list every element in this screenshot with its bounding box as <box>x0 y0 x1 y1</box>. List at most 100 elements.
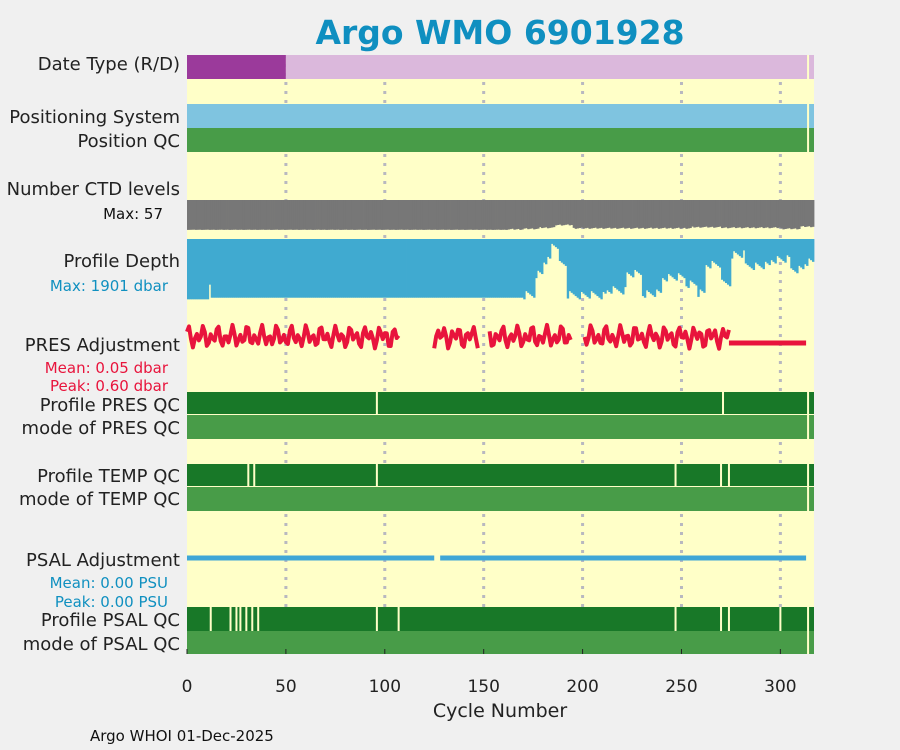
profile-temp-qc-break <box>720 464 723 486</box>
profile-depth-bar <box>493 239 496 298</box>
ctd-levels-bar <box>572 200 576 228</box>
ctd-levels-bar <box>798 200 801 229</box>
profile-pres-qc-label: Profile PRES QC <box>40 395 180 416</box>
ctd-levels-bar <box>588 200 591 229</box>
profile-depth-bar <box>632 239 635 278</box>
ctd-levels-bar <box>406 200 409 230</box>
profile-depth-bar <box>335 239 338 298</box>
ctd-levels-bar <box>683 200 686 228</box>
ctd-levels-bar <box>303 200 307 230</box>
ctd-levels-bar <box>717 200 720 227</box>
x-tick-label: 100 <box>369 677 401 697</box>
position-qc-label: Position QC <box>77 131 180 152</box>
ctd-levels-bar <box>461 200 465 230</box>
ctd-levels-bar <box>376 200 380 230</box>
profile-depth-bar <box>365 239 368 298</box>
date-type-break <box>807 55 810 79</box>
ctd-levels-bar <box>604 200 607 229</box>
ctd-levels-bar <box>552 200 556 228</box>
ctd-levels-bar <box>543 200 546 228</box>
profile-depth-bar <box>347 239 350 298</box>
profile-depth-bar <box>798 239 801 266</box>
ctd-levels-bar <box>513 200 516 230</box>
ctd-levels-bar <box>736 200 740 228</box>
ctd-levels-bar <box>299 200 303 230</box>
ctd-levels-bar <box>776 200 779 229</box>
profile-depth-bar <box>701 239 704 292</box>
positioning-system-break <box>807 104 810 128</box>
profile-depth-bar <box>274 239 277 298</box>
ctd-levels-bar <box>454 200 457 230</box>
ctd-levels-bar <box>277 200 281 230</box>
profile-depth-bar <box>461 239 465 298</box>
ctd-levels-bar <box>228 200 231 230</box>
profile-depth-bar <box>388 239 392 298</box>
ctd-levels-bar <box>734 200 738 229</box>
ctd-levels-bar <box>715 200 718 228</box>
profile-depth-bar <box>602 239 605 292</box>
ctd-levels-bar <box>788 200 791 229</box>
profile-depth-bar <box>726 239 730 285</box>
ctd-levels-bar <box>347 200 350 230</box>
ctd-levels-bar <box>723 200 726 228</box>
ctd-levels-bar <box>637 200 641 229</box>
profile-depth-bar <box>687 239 690 288</box>
ctd-levels-bar <box>422 200 425 230</box>
profile-depth-bar <box>404 239 407 298</box>
ctd-levels-bar <box>434 200 437 230</box>
profile-depth-bar <box>471 239 475 298</box>
ctd-levels-bar <box>515 200 518 230</box>
profile-depth-bar <box>610 239 613 294</box>
profile-depth-bar <box>281 239 285 298</box>
ctd-levels-bar <box>812 200 815 227</box>
ctd-levels-bar <box>222 200 225 230</box>
ctd-levels-bar <box>548 200 552 228</box>
pres-peak-label: Peak: 0.60 dbar <box>50 377 169 395</box>
profile-depth-bar <box>604 239 607 294</box>
date-type-bar <box>285 55 815 79</box>
profile-depth-bar <box>477 239 481 298</box>
ctd-levels-bar <box>359 200 362 230</box>
profile-depth-bar <box>248 239 251 298</box>
profile-depth-bar <box>333 239 336 298</box>
ctd-levels-bar <box>523 200 526 229</box>
ctd-levels-bar <box>272 200 275 230</box>
ctd-levels-bar <box>463 200 467 230</box>
profile-depth-bar <box>424 239 427 298</box>
ctd-levels-bar <box>262 200 265 230</box>
ctd-levels-bar <box>305 200 309 230</box>
profile-depth-bar <box>400 239 403 298</box>
ctd-levels-bar <box>699 200 702 228</box>
profile-depth-bar <box>649 239 653 294</box>
ctd-levels-bar <box>495 200 498 230</box>
ctd-levels-bar <box>240 200 243 230</box>
ctd-levels-bar <box>475 200 479 230</box>
ctd-levels-bar <box>315 200 318 230</box>
profile-depth-bar <box>349 239 352 298</box>
profile-depth-bar <box>711 239 714 262</box>
profile-depth-bar <box>337 239 340 298</box>
profile-psal-qc-bar <box>187 607 814 631</box>
profile-depth-bar <box>560 239 564 263</box>
ctd-levels-bar <box>329 200 332 230</box>
ctd-levels-bar <box>545 200 548 228</box>
ctd-levels-bar <box>768 200 771 229</box>
profile-depth-bar <box>331 239 334 298</box>
mode-psal-qc-bar <box>187 631 814 654</box>
ctd-levels-bar <box>370 200 374 230</box>
profile-depth-bar <box>446 239 449 298</box>
profile-depth-bar <box>709 239 712 269</box>
profile-depth-bar <box>804 239 807 265</box>
ctd-levels-bar <box>639 200 643 229</box>
profile-depth-bar <box>772 239 775 262</box>
profile-psal-qc-break <box>720 607 723 631</box>
ctd-levels-bar <box>663 200 667 228</box>
profile-depth-bar <box>643 239 647 298</box>
profile-depth-bar <box>576 239 580 298</box>
profile-depth-bar <box>564 239 568 266</box>
ctd-levels-bar <box>365 200 368 230</box>
ctd-levels-bar <box>721 200 724 229</box>
profile-depth-bar <box>695 239 698 286</box>
profile-depth-bar <box>778 239 781 258</box>
profile-depth-bar <box>800 239 803 268</box>
